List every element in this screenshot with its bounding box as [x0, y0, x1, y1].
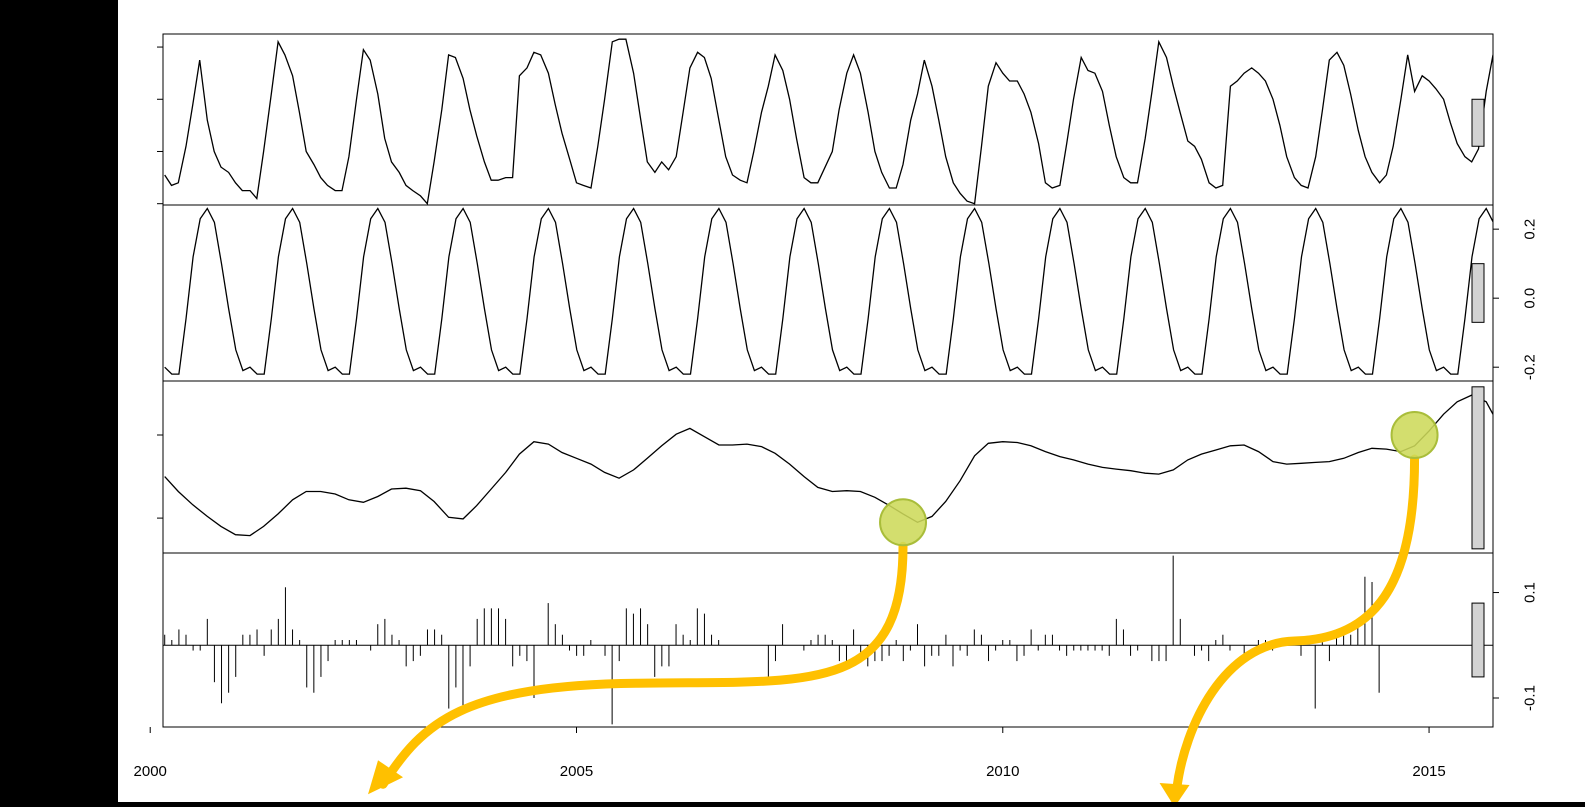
annotation-arrow-2	[1172, 454, 1420, 795]
data-line	[164, 38, 1493, 206]
trend-line	[164, 394, 1493, 537]
range-bar-trend	[1471, 386, 1485, 550]
highlight-circle-2	[1390, 411, 1439, 460]
x-tick-label: 2015	[1412, 763, 1445, 780]
panel-label-remainder: remainder	[31, 577, 62, 703]
highlight-circle-1	[879, 498, 928, 547]
panel-label-trend: trend	[31, 435, 62, 499]
x-tick-label: 2010	[986, 763, 1019, 780]
series-group-seasonal	[164, 207, 1493, 375]
y-tick-label-seasonal: -0.2	[1522, 354, 1539, 380]
panel-label-data: data	[31, 92, 62, 147]
y-tick-label-trend: 0.45	[97, 503, 114, 532]
y-tick-label-seasonal: 0.2	[1522, 219, 1539, 240]
y-tick-label-seasonal: 0.0	[1522, 288, 1539, 309]
y-tick-label-data: 0.6	[97, 89, 114, 110]
y-tick-label-remainder: 0.1	[1522, 582, 1539, 603]
range-bar-seasonal	[1471, 263, 1485, 323]
annotation-arrowhead-2	[1159, 783, 1190, 807]
series-group-data	[164, 38, 1493, 206]
range-bar-remainder	[1471, 602, 1485, 678]
panel-label-seasonal: seasonal	[31, 237, 62, 349]
x-tick-label: 2005	[560, 763, 593, 780]
plot-background	[118, 0, 1585, 802]
range-bar-data	[1471, 98, 1485, 147]
y-tick-label-trend: 0.55	[97, 420, 114, 449]
x-tick-label: 2000	[134, 763, 167, 780]
y-tick-label-data: 0.8	[97, 37, 114, 58]
series-group-trend	[164, 394, 1493, 537]
y-tick-label-data: 0.4	[97, 141, 114, 162]
seasonal-line	[164, 207, 1493, 375]
annotation-arrowhead-1	[368, 760, 404, 795]
y-tick-label-remainder: -0.1	[1522, 685, 1539, 711]
y-tick-label-data: 0.2	[97, 193, 114, 214]
panel-frame-remainder	[162, 552, 1494, 728]
annotation-arrow-1	[378, 541, 908, 789]
